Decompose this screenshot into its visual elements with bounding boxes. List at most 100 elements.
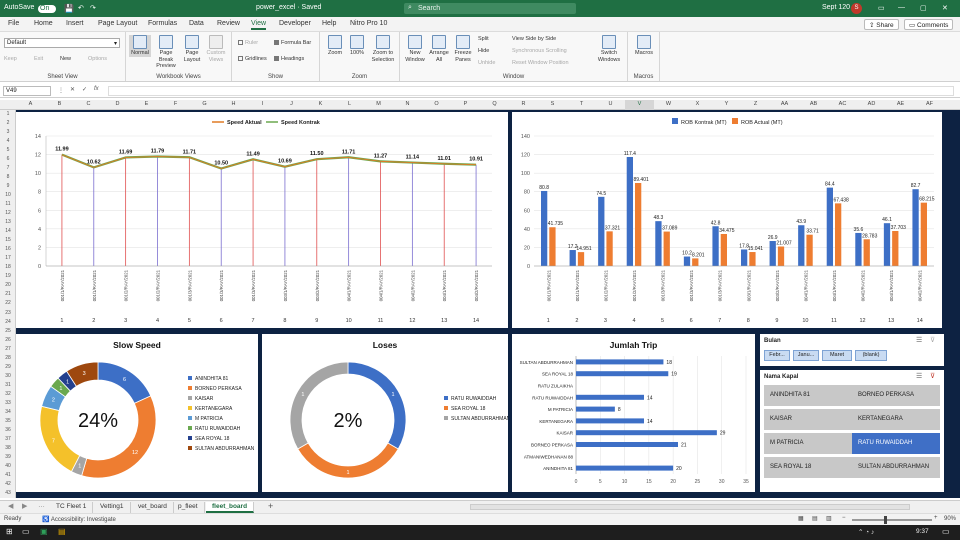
- zoom-selection-button[interactable]: Zoom to Selection: [369, 35, 397, 63]
- sheet-tab[interactable]: vet_board: [132, 502, 174, 513]
- kapal-item[interactable]: KAISAR: [764, 409, 852, 430]
- zoom-100-button[interactable]: 100%: [346, 35, 368, 57]
- search-box[interactable]: ⌕ Search: [404, 3, 576, 14]
- share-button[interactable]: ⇪ Share: [864, 19, 899, 30]
- ruler-checkbox[interactable]: Ruler: [238, 40, 258, 46]
- kapal-item[interactable]: BORNEO PERKASA: [852, 385, 940, 406]
- zoom-slider[interactable]: [852, 519, 932, 521]
- headings-checkbox[interactable]: Headings: [274, 56, 304, 62]
- hide-button[interactable]: Hide: [478, 48, 490, 54]
- tab-developer[interactable]: Developer: [279, 20, 311, 27]
- kapal-item-selected[interactable]: RATU RUWAIDDAH: [852, 433, 940, 454]
- normal-view-icon[interactable]: ▦: [798, 516, 804, 522]
- tab-file[interactable]: File: [8, 20, 20, 27]
- clear-filter-icon[interactable]: ⊽: [930, 337, 936, 344]
- kapal-item[interactable]: M PATRICIA: [764, 433, 852, 454]
- speed-chart-panel[interactable]: 0 2 4 6 8 10 12 14 Speed Aktual Speed Kontrak 11.9…: [16, 112, 508, 328]
- exit-button[interactable]: Exit: [34, 56, 44, 62]
- formula-input[interactable]: [108, 86, 954, 96]
- custom-views-button[interactable]: Custom Views: [204, 35, 228, 63]
- tab-insert[interactable]: Insert: [66, 20, 84, 27]
- kapal-item[interactable]: SEA ROYAL 18: [764, 457, 852, 478]
- save-icon[interactable]: 💾: [64, 4, 74, 13]
- sheet-view-select[interactable]: Default ▾: [4, 38, 120, 48]
- zoom-in-icon[interactable]: +: [934, 515, 938, 521]
- tab-data[interactable]: Data: [189, 20, 204, 27]
- minimize-button[interactable]: —: [898, 4, 905, 11]
- fx-icon[interactable]: fx: [94, 86, 99, 92]
- autosave-toggle[interactable]: On: [38, 5, 56, 13]
- tray-icons[interactable]: ⌃ ◔ ♪: [858, 529, 875, 536]
- sheet-tab-active[interactable]: fleet_board: [206, 502, 255, 513]
- switch-windows-button[interactable]: Switch Windows: [594, 35, 624, 63]
- page-layout-icon[interactable]: ▤: [812, 516, 818, 522]
- sheet-tab[interactable]: TC Fleet 1: [50, 502, 94, 513]
- ribbon-display-icon[interactable]: ▭: [878, 5, 885, 12]
- side-by-side-button[interactable]: View Side by Side: [512, 36, 557, 42]
- unhide-button[interactable]: Unhide: [478, 60, 496, 66]
- maximize-button[interactable]: ▢: [920, 5, 927, 12]
- tab-formulas[interactable]: Formulas: [148, 20, 178, 27]
- zoom-slider-thumb[interactable]: [884, 516, 887, 524]
- add-sheet-button[interactable]: +: [268, 501, 274, 511]
- name-box[interactable]: V49: [3, 86, 51, 96]
- kapal-item[interactable]: ANINDHITA 81: [764, 385, 852, 406]
- new-window-button[interactable]: New Window: [403, 35, 427, 63]
- excel-taskbar-icon[interactable]: ▣: [40, 527, 48, 536]
- undo-icon[interactable]: ↶: [78, 5, 84, 12]
- user-name[interactable]: Sept 120: [822, 4, 851, 11]
- macros-button[interactable]: Macros: [631, 35, 657, 57]
- horizontal-scrollbar[interactable]: [470, 504, 910, 510]
- zoom-out-icon[interactable]: −: [842, 515, 846, 521]
- page-break-button[interactable]: Page Break Preview: [153, 35, 179, 70]
- multi-select-icon[interactable]: ☰: [916, 373, 923, 380]
- kapal-item[interactable]: KERTANEGARA: [852, 409, 940, 430]
- zoom-level[interactable]: 90%: [944, 516, 957, 522]
- redo-icon[interactable]: ↷: [90, 5, 96, 12]
- loses-panel[interactable]: Loses 1 1 1 2% RATU RUWAIDDAH SEA ROYAL 18 SUL…: [262, 334, 511, 492]
- accessibility-status[interactable]: ♿ Accessibility: Investigate: [42, 517, 116, 523]
- kapal-item[interactable]: SULTAN ABDURRAHMAN: [852, 457, 940, 478]
- formula-bar-checkbox[interactable]: Formula Bar: [274, 40, 311, 46]
- zoom-button[interactable]: Zoom: [324, 35, 346, 57]
- clear-filter-icon[interactable]: ⊽: [930, 373, 936, 380]
- windows-start-icon[interactable]: ⊞: [6, 527, 13, 536]
- keep-button[interactable]: Keep: [4, 56, 17, 62]
- next-sheet-icon[interactable]: ▶: [22, 503, 28, 510]
- bulan-item[interactable]: Janu...: [793, 350, 819, 361]
- more-sheets-icon[interactable]: …: [38, 502, 45, 509]
- tab-nitro[interactable]: Nitro Pro 10: [350, 20, 388, 27]
- enter-icon[interactable]: ✓: [82, 87, 88, 93]
- options-button[interactable]: Options: [88, 56, 107, 62]
- close-button[interactable]: ✕: [942, 5, 948, 12]
- slow-speed-panel[interactable]: Slow Speed 6 12 1 7 2 1 1 3 24% ANINDHITA 81 BORNE…: [16, 334, 258, 492]
- normal-view-button[interactable]: Normal: [129, 35, 151, 57]
- notification-icon[interactable]: ▭: [942, 527, 950, 536]
- new-view-button[interactable]: New: [60, 56, 72, 62]
- split-button[interactable]: Split: [478, 36, 489, 42]
- tab-view[interactable]: View: [251, 20, 267, 30]
- sync-scroll-button[interactable]: Synchronous Scrolling: [512, 48, 567, 54]
- tab-review[interactable]: Review: [217, 20, 240, 27]
- sheet-tab[interactable]: Vetting1: [94, 502, 131, 513]
- sheet-tab[interactable]: p_fleet: [172, 502, 205, 513]
- cancel-icon[interactable]: ✕: [70, 87, 76, 93]
- rob-chart-panel[interactable]: 0 20 40 60 80 100 120 140 ROB Kontrak (MT) ROB Ac…: [512, 112, 942, 328]
- arrange-all-button[interactable]: Arrange All: [427, 35, 451, 63]
- bulan-item[interactable]: Maret: [822, 350, 852, 361]
- gridlines-checkbox[interactable]: Gridlines: [238, 56, 267, 62]
- multi-select-icon[interactable]: ☰: [916, 337, 923, 344]
- page-break-icon[interactable]: ▥: [826, 516, 832, 522]
- page-layout-button[interactable]: Page Layout: [181, 35, 203, 63]
- reset-window-button[interactable]: Reset Window Position: [512, 60, 569, 66]
- tab-home[interactable]: Home: [34, 20, 53, 27]
- tab-page-layout[interactable]: Page Layout: [98, 20, 138, 27]
- comments-button[interactable]: ▭ Comments: [904, 19, 954, 30]
- bulan-item[interactable]: Febr...: [764, 350, 790, 361]
- trip-panel[interactable]: Jumlah Trip 0 5 10 15 20 25 30 35 SULTAN ABDURRA…: [512, 334, 755, 492]
- bulan-item[interactable]: (blank): [855, 350, 887, 361]
- task-view-icon[interactable]: ▭: [22, 527, 30, 536]
- avatar[interactable]: S: [851, 3, 862, 14]
- tab-help[interactable]: Help: [322, 20, 337, 27]
- prev-sheet-icon[interactable]: ◀: [8, 503, 14, 510]
